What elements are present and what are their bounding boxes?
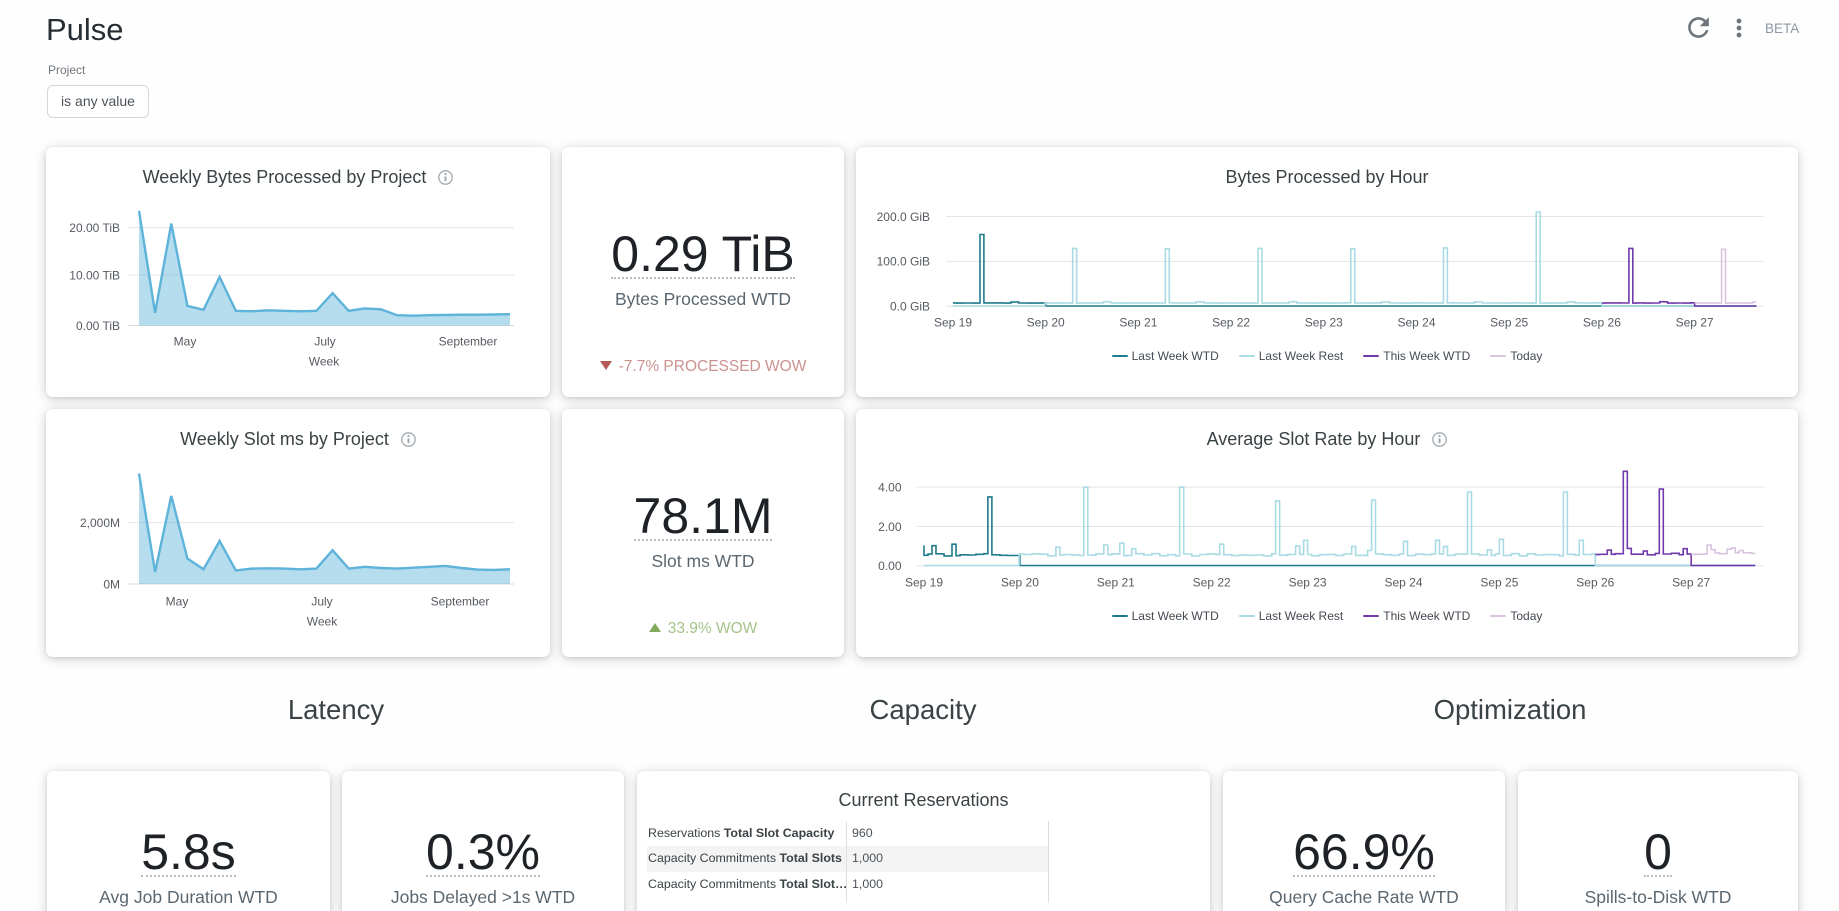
svg-text:Sep 19: Sep 19 (905, 575, 943, 589)
svg-text:2,000M: 2,000M (80, 516, 120, 530)
svg-text:Sep 23: Sep 23 (1289, 575, 1327, 589)
svg-text:July: July (311, 594, 332, 608)
svg-text:Week: Week (307, 614, 338, 628)
svg-text:Sep 25: Sep 25 (1480, 575, 1518, 589)
svg-text:Sep 20: Sep 20 (1027, 315, 1065, 329)
svg-text:July: July (314, 334, 335, 348)
svg-text:0.0 GiB: 0.0 GiB (890, 300, 930, 314)
svg-text:September: September (439, 334, 498, 348)
svg-text:0.00: 0.00 (878, 559, 902, 573)
svg-text:Sep 27: Sep 27 (1672, 575, 1710, 589)
svg-text:2.00: 2.00 (878, 520, 902, 534)
svg-text:May: May (166, 594, 189, 608)
svg-text:Sep 20: Sep 20 (1001, 575, 1039, 589)
svg-text:10.00 TiB: 10.00 TiB (69, 268, 120, 282)
svg-text:200.0 GiB: 200.0 GiB (877, 210, 930, 224)
svg-text:Sep 23: Sep 23 (1305, 315, 1343, 329)
svg-text:100.0 GiB: 100.0 GiB (877, 255, 930, 269)
svg-text:0M: 0M (103, 577, 120, 591)
svg-text:4.00: 4.00 (878, 480, 902, 494)
svg-text:Sep 25: Sep 25 (1490, 315, 1528, 329)
svg-text:Sep 19: Sep 19 (934, 315, 972, 329)
svg-text:20.00 TiB: 20.00 TiB (69, 221, 120, 235)
svg-text:Week: Week (309, 354, 340, 368)
svg-text:Sep 21: Sep 21 (1097, 575, 1135, 589)
svg-text:Sep 26: Sep 26 (1576, 575, 1614, 589)
svg-text:Sep 21: Sep 21 (1119, 315, 1157, 329)
svg-text:Sep 22: Sep 22 (1193, 575, 1231, 589)
svg-text:September: September (431, 594, 490, 608)
svg-text:Sep 26: Sep 26 (1583, 315, 1621, 329)
svg-text:Sep 22: Sep 22 (1212, 315, 1250, 329)
svg-text:Sep 24: Sep 24 (1397, 315, 1435, 329)
svg-text:Sep 24: Sep 24 (1384, 575, 1422, 589)
svg-text:May: May (174, 334, 197, 348)
svg-text:0.00 TiB: 0.00 TiB (76, 319, 120, 333)
svg-text:Sep 27: Sep 27 (1676, 315, 1714, 329)
